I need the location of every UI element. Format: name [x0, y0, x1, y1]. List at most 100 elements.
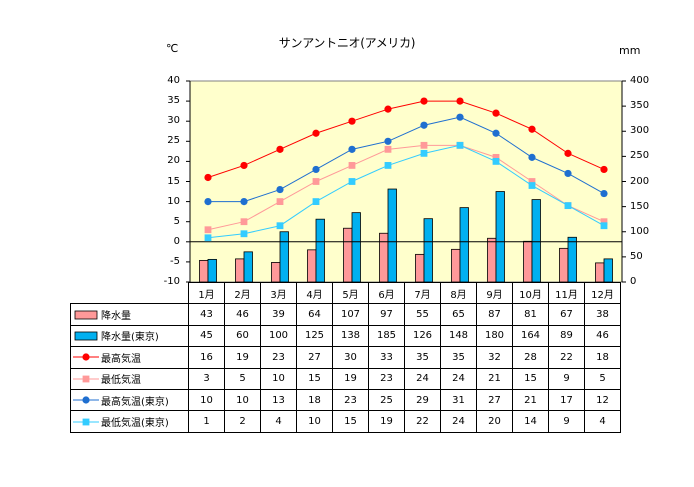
table-cell: 125 [296, 324, 333, 348]
table-month-header: 3月 [260, 281, 297, 305]
table-cell: 38 [584, 303, 621, 326]
series-2-point [564, 149, 572, 157]
series-4-point [528, 153, 536, 161]
series-5-point [420, 149, 428, 157]
series-4-point [204, 198, 212, 206]
table-cell: 22 [404, 410, 441, 433]
table-cell: 39 [260, 303, 297, 326]
table-cell: 9 [548, 367, 585, 390]
table-cell: 28 [512, 346, 549, 369]
table-cell: 22 [548, 346, 585, 369]
precip-tokyo-bar [495, 191, 505, 283]
table-cell: 27 [296, 346, 333, 369]
right-tick-label: 350 [630, 100, 650, 112]
table-cell: 24 [440, 367, 477, 390]
series-4-point [312, 165, 320, 174]
table-cell: 12 [584, 388, 621, 412]
table-cell: 43 [188, 303, 225, 326]
legend-entry: 最低気温 [70, 367, 189, 390]
series-3-point [312, 178, 320, 185]
series-5-point [276, 222, 284, 230]
table-cell: 25 [368, 388, 405, 412]
series-line-3 [207, 144, 605, 231]
series-line-4 [208, 116, 605, 203]
series-3-point [240, 218, 248, 226]
table-cell: 15 [296, 367, 333, 390]
legend-label: 降水量 [101, 311, 131, 323]
table-cell: 4 [260, 410, 297, 433]
plot-area [189, 80, 623, 283]
precip-bar [523, 240, 533, 283]
precip-tokyo-bar [387, 188, 397, 283]
table-month-header: 10月 [512, 281, 549, 305]
table-cell: 19 [224, 346, 261, 369]
table-cell: 55 [404, 303, 441, 326]
left-tick-label: -5 [170, 255, 180, 267]
table-row: 最高気温 16 19 23 27 30 33 35 35 32 28 22 18 [70, 346, 621, 369]
table-cell: 1 [188, 410, 225, 433]
table-cell: 15 [332, 410, 369, 433]
precip-tokyo-bar [351, 212, 361, 283]
table-month-header: 11月 [548, 281, 585, 305]
series-3-point [528, 178, 536, 185]
series-5-point [240, 230, 248, 238]
table-cell: 180 [476, 324, 513, 348]
legend-entry: 降水量(東京) [70, 324, 189, 348]
table-month-header: 6月 [368, 281, 405, 305]
table-cell: 100 [260, 324, 297, 348]
table-cell: 164 [512, 324, 549, 348]
table-cell: 14 [512, 410, 549, 433]
series-2-point [384, 105, 392, 113]
table-cell: 33 [368, 346, 405, 369]
series-2-point [456, 97, 464, 105]
table-cell: 107 [332, 303, 369, 326]
series-5-point [528, 182, 536, 189]
series-5-point [204, 234, 212, 242]
legend-key-icon [73, 394, 99, 406]
table-cell: 35 [440, 346, 477, 369]
table-cell: 46 [584, 324, 621, 348]
series-5-point [600, 222, 608, 230]
legend-label: 最低気温(東京) [101, 418, 169, 430]
series-2-point [348, 117, 356, 125]
precip-tokyo-bar [243, 251, 253, 283]
table-cell: 19 [368, 410, 405, 433]
precip-bar [271, 262, 281, 283]
series-4-point [384, 137, 392, 145]
series-line-5 [207, 144, 605, 239]
table-month-header: 4月 [296, 281, 333, 305]
left-tick-label: 0 [173, 235, 180, 247]
legend-label: 最高気温 [101, 353, 141, 365]
precip-bar [451, 248, 461, 283]
series-2-point [240, 161, 248, 170]
left-tick-label: 30 [167, 115, 180, 127]
table-cell: 3 [188, 367, 225, 390]
precip-bar [379, 232, 389, 283]
series-line-2 [207, 100, 605, 178]
table-cell: 24 [440, 410, 477, 433]
right-axis-unit: mm [619, 44, 641, 57]
legend-label: 最高気温(東京) [101, 396, 169, 408]
table-cell: 4 [584, 410, 621, 433]
right-tick-label: 150 [630, 200, 650, 212]
left-tick-label: 20 [167, 155, 180, 167]
precip-bar [415, 253, 425, 283]
table-cell: 5 [584, 367, 621, 390]
series-3-point [420, 141, 428, 149]
precip-tokyo-bar [207, 258, 217, 283]
legend-key-icon [73, 330, 99, 342]
precip-bar [595, 262, 605, 283]
table-cell: 13 [260, 388, 297, 412]
table-cell: 126 [404, 324, 441, 348]
table-cell: 16 [188, 346, 225, 369]
left-tick-label: 35 [167, 95, 180, 107]
left-axis-unit: ℃ [166, 42, 179, 55]
table-cell: 5 [224, 367, 261, 390]
right-tick-label: 0 [630, 276, 637, 287]
left-tick-label: 40 [167, 75, 180, 86]
legend-key-icon [73, 309, 99, 321]
precip-bar [307, 249, 317, 283]
legend-key-icon [73, 416, 99, 428]
table-cell: 30 [332, 346, 369, 369]
table-cell: 87 [476, 303, 513, 326]
